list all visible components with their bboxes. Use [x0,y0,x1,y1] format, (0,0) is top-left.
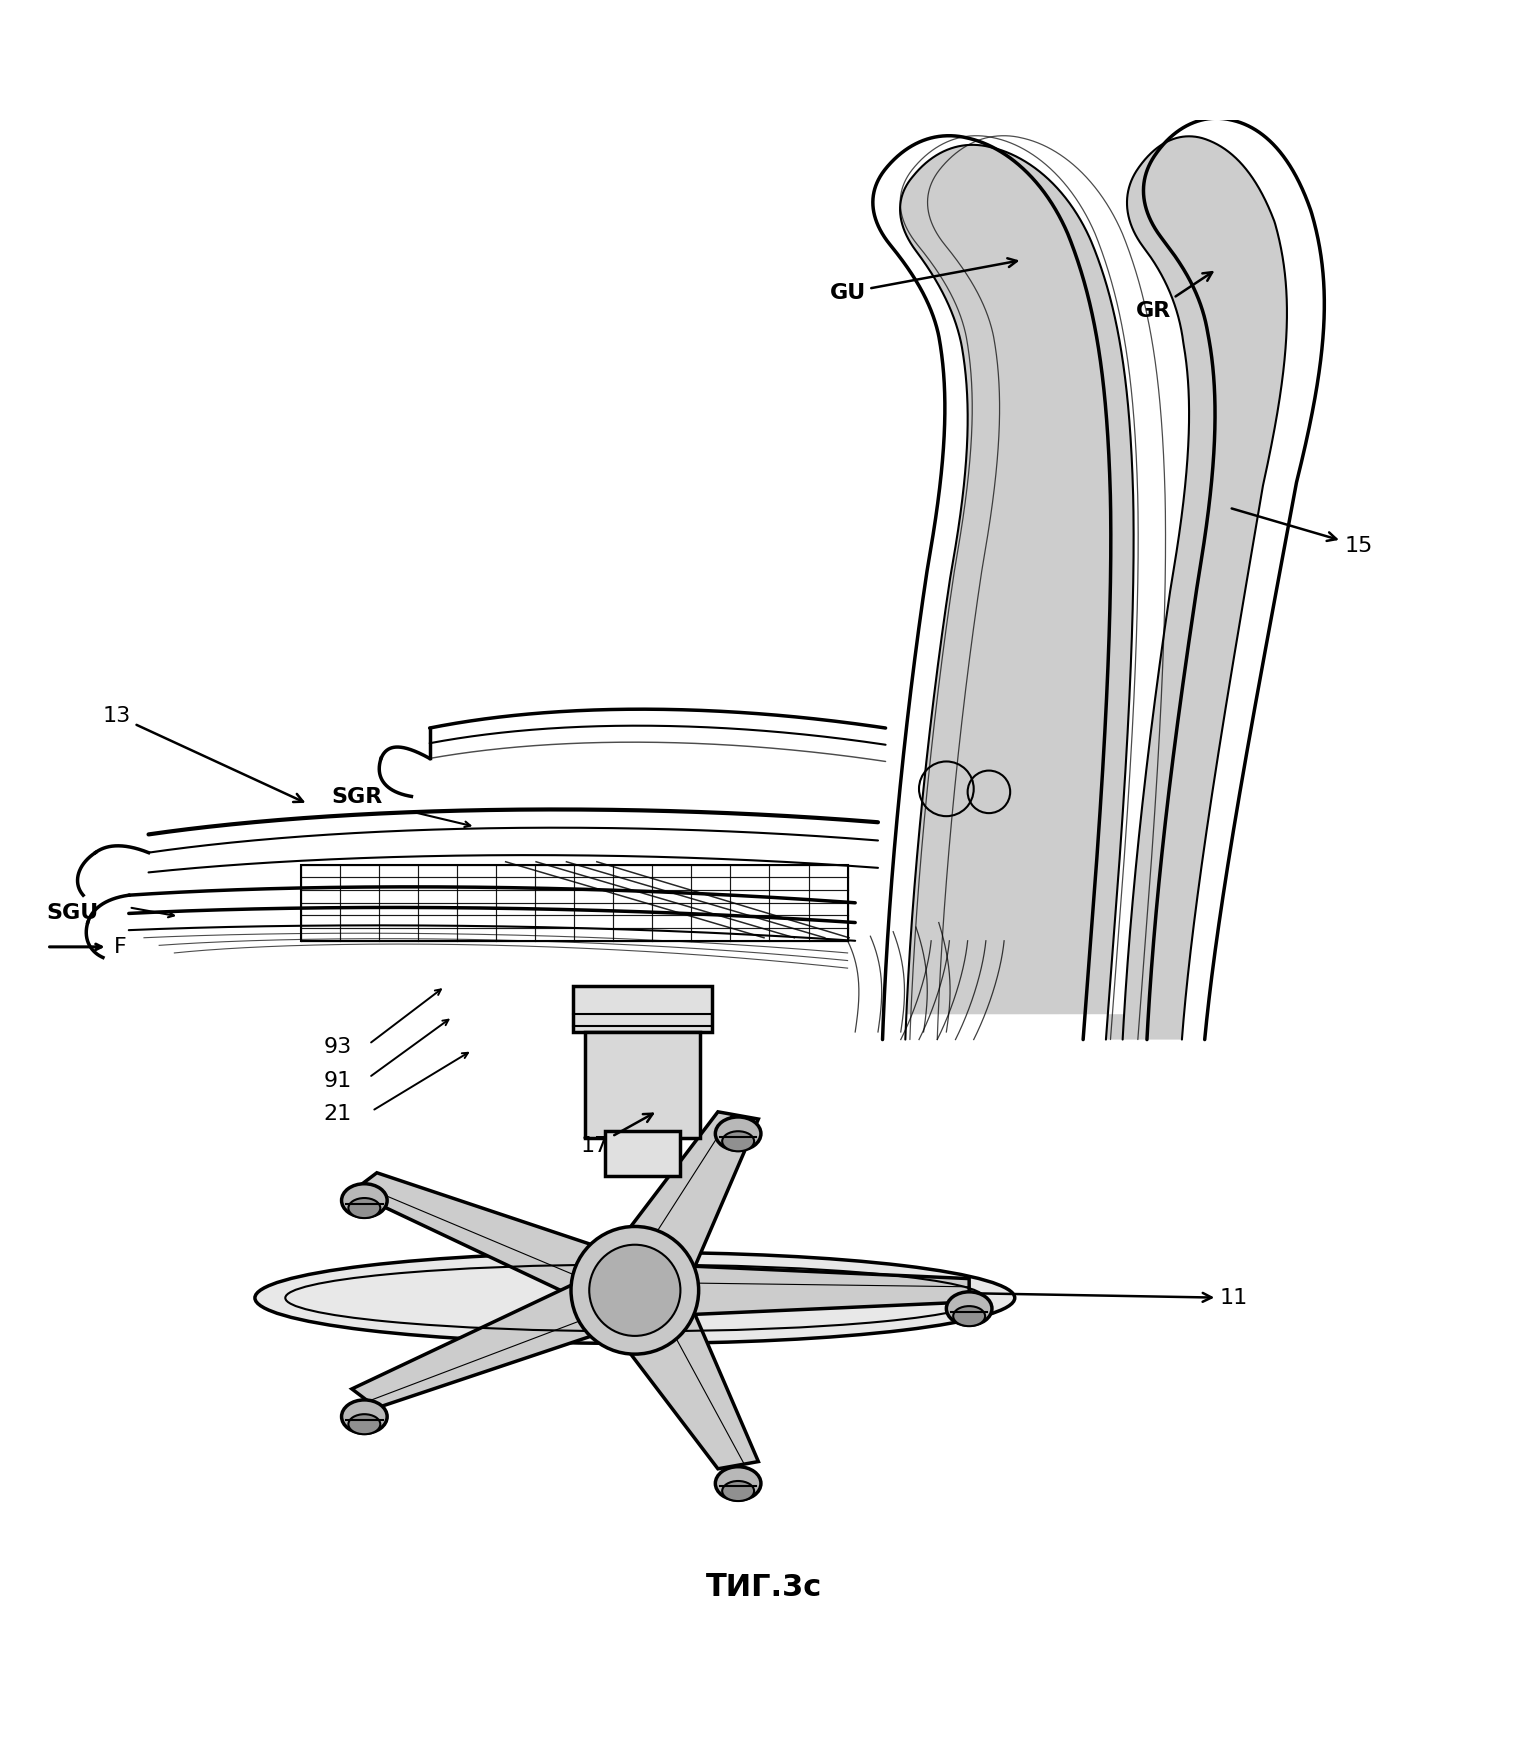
Bar [585,1031,700,1139]
Ellipse shape [348,1199,380,1218]
Circle shape [571,1227,698,1353]
Ellipse shape [342,1184,387,1218]
Ellipse shape [348,1415,380,1434]
Text: 21: 21 [324,1104,351,1125]
Polygon shape [351,1269,663,1408]
Text: 11: 11 [979,1288,1248,1308]
Ellipse shape [715,1466,761,1500]
Ellipse shape [723,1132,755,1151]
Text: 13: 13 [102,706,303,803]
Text: GU: GU [830,259,1016,303]
Polygon shape [351,1172,663,1311]
Text: F: F [113,936,127,957]
Text: 91: 91 [324,1070,351,1091]
Text: SGU: SGU [47,903,99,924]
Ellipse shape [953,1306,986,1327]
Ellipse shape [342,1399,387,1433]
Ellipse shape [715,1118,761,1151]
Text: 93: 93 [324,1037,351,1058]
Ellipse shape [255,1253,1015,1343]
Bar [301,864,848,942]
Text: GR: GR [1137,273,1212,320]
Circle shape [590,1244,680,1336]
Polygon shape [900,136,1287,1040]
Text: SGR: SGR [332,787,382,808]
Ellipse shape [723,1480,755,1501]
Bar [573,986,712,1031]
Ellipse shape [946,1292,992,1325]
Polygon shape [588,1281,758,1470]
Text: ΤИГ.3c: ΤИГ.3c [706,1573,822,1602]
Polygon shape [588,1112,758,1299]
Text: 17: 17 [581,1114,652,1156]
Text: 15: 15 [1232,509,1372,556]
Bar [605,1130,680,1176]
Polygon shape [634,1264,969,1316]
